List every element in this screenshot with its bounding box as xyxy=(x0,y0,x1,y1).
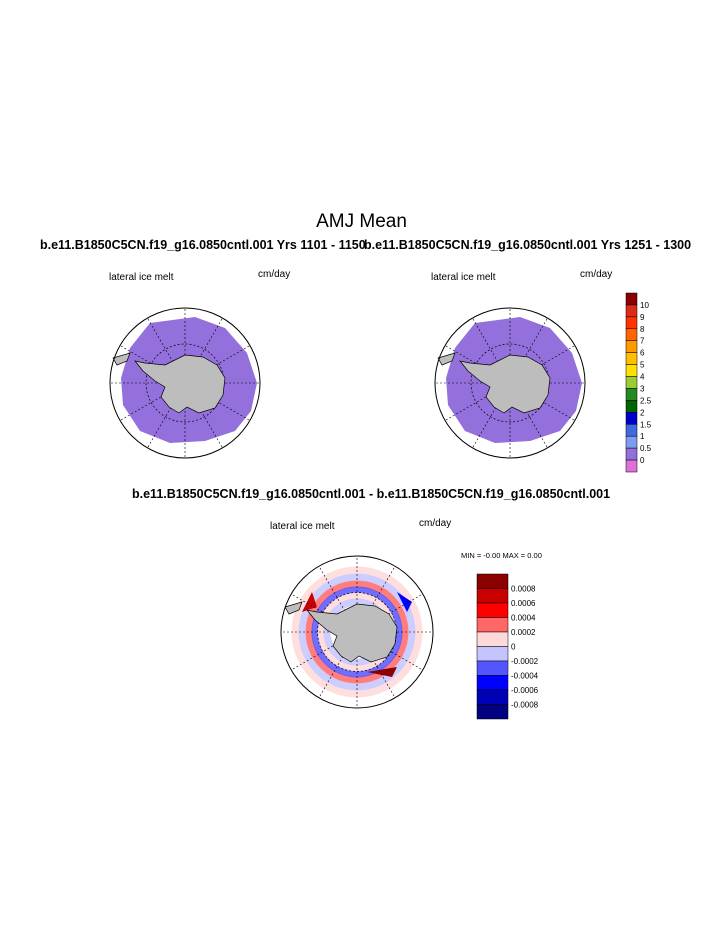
colorbar-diff-box xyxy=(476,602,509,618)
colorbar-main-label: 8 xyxy=(640,325,645,334)
colorbar-main-box xyxy=(625,459,638,473)
colorbar-main-label: 5 xyxy=(640,361,645,370)
difference-field-band xyxy=(298,573,416,691)
colorbar-main-label: 2.5 xyxy=(640,396,652,405)
antarctica-landmass xyxy=(306,603,398,663)
polar-map xyxy=(280,555,434,709)
map-border xyxy=(280,555,434,709)
colorbar-main-label: 9 xyxy=(640,313,645,322)
polar-map xyxy=(434,307,586,459)
colorbar-main-box xyxy=(625,364,638,377)
panel2-left-label: lateral ice melt xyxy=(431,272,496,283)
colorbar-main-label: 1.5 xyxy=(640,420,652,429)
map-border xyxy=(434,307,586,459)
colorbar-diff-label: 0 xyxy=(511,643,516,652)
colorbar-diff-label: -0.0002 xyxy=(511,657,539,666)
colorbar-diff-label: -0.0004 xyxy=(511,672,539,681)
panel3-units: cm/day xyxy=(419,518,452,529)
colorbar-diff-box xyxy=(476,617,509,633)
colorbar-main-box xyxy=(625,376,638,389)
colorbar-main-box xyxy=(625,435,638,449)
colorbar-diff-box xyxy=(476,646,509,662)
antarctica-landmass xyxy=(134,354,226,414)
colorbar-main-label: 4 xyxy=(640,373,645,382)
colorbar-diff-label: -0.0008 xyxy=(511,701,539,710)
colorbar-main-box xyxy=(625,292,638,306)
colorbar-main-box xyxy=(625,447,638,461)
colorbar-diff-label: 0.0002 xyxy=(511,628,536,637)
colorbar-main-box xyxy=(625,424,638,437)
colorbar-main-box xyxy=(625,400,638,413)
colorbar-main-label: 3 xyxy=(640,384,645,393)
south-america-tip xyxy=(112,352,131,366)
colorbar-main-box xyxy=(625,352,638,365)
colorbar-diff-box xyxy=(476,573,509,589)
map-border xyxy=(109,307,261,459)
minmax-label: MIN = -0.00 MAX = 0.00 xyxy=(461,551,542,560)
colorbar-main-label: 2 xyxy=(640,408,645,417)
colorbar-diff-label: 0.0006 xyxy=(511,599,536,608)
figure-title: AMJ Mean xyxy=(316,211,407,232)
panel1-subtitle: b.e11.B1850C5CN.f19_g16.0850cntl.001 Yrs… xyxy=(40,238,366,252)
colorbar-diff-box xyxy=(476,631,509,647)
colorbar-main-label: 1 xyxy=(640,432,645,441)
colorbar-diff-box xyxy=(476,675,509,691)
colorbar-diff-box xyxy=(476,588,509,604)
colorbar-main-label: 0.5 xyxy=(640,444,652,453)
polar-map xyxy=(109,307,261,459)
south-america-tip xyxy=(284,601,303,615)
colorbar-main-label: 0 xyxy=(640,456,645,465)
colorbar-main-box xyxy=(625,340,638,353)
panel3-left-label: lateral ice melt xyxy=(270,521,335,532)
panel2-subtitle: b.e11.B1850C5CN.f19_g16.0850cntl.001 Yrs… xyxy=(364,238,692,252)
colorbar-diff-label: -0.0006 xyxy=(511,686,539,695)
colorbar-diff-box xyxy=(476,704,509,720)
difference-field-patch xyxy=(302,592,317,612)
colorbar-main-box xyxy=(625,388,638,401)
colorbar-main-label: 10 xyxy=(640,301,649,310)
panel3-subtitle: b.e11.B1850C5CN.f19_g16.0850cntl.001 - b… xyxy=(132,487,611,501)
antarctica-landmass xyxy=(459,354,551,414)
difference-field-patch xyxy=(397,592,412,612)
colorbar-main-box xyxy=(625,412,638,425)
colorbar-diff-label: 0.0008 xyxy=(511,585,536,594)
colorbar-main-box xyxy=(625,328,638,341)
difference-field-patch xyxy=(367,667,397,677)
colorbar-diff-box xyxy=(476,689,509,705)
colorbar-main-label: 7 xyxy=(640,337,645,346)
colorbar-diff-box xyxy=(476,660,509,676)
colorbar-main-label: 6 xyxy=(640,349,645,358)
colorbar-diff-label: 0.0004 xyxy=(511,614,536,623)
panel2-units: cm/day xyxy=(580,269,613,280)
south-america-tip xyxy=(437,352,456,366)
colorbar-main-box xyxy=(625,304,638,318)
panel1-units: cm/day xyxy=(258,269,291,280)
panel1-left-label: lateral ice melt xyxy=(109,272,174,283)
colorbar-main-box xyxy=(625,316,638,330)
